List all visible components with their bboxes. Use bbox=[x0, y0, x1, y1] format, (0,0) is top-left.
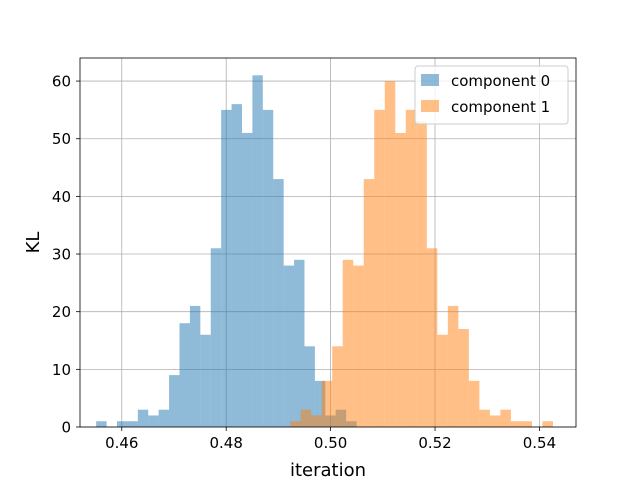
histogram-bars bbox=[96, 75, 553, 427]
legend-swatch-component-1 bbox=[421, 100, 439, 112]
histogram-bar bbox=[342, 259, 354, 427]
series-0-bars bbox=[96, 75, 357, 427]
x-tick-label: 0.52 bbox=[418, 434, 451, 452]
histogram-bar bbox=[489, 415, 501, 427]
histogram-bar bbox=[500, 409, 511, 427]
histogram-bar bbox=[189, 305, 201, 427]
y-tick-label: 30 bbox=[52, 246, 71, 264]
histogram-bar bbox=[542, 421, 553, 427]
x-axis-label: iteration bbox=[290, 460, 366, 480]
histogram-bar bbox=[374, 109, 385, 427]
legend-box bbox=[414, 65, 569, 125]
histogram-bar bbox=[395, 132, 406, 427]
histogram-bar bbox=[300, 409, 312, 427]
histogram-bar bbox=[290, 421, 301, 427]
histogram-bar bbox=[437, 334, 448, 427]
legend-swatch-component-0 bbox=[421, 74, 439, 86]
histogram-bar bbox=[416, 121, 427, 427]
y-tick-label: 60 bbox=[52, 73, 71, 91]
histogram-bar bbox=[221, 109, 232, 427]
y-axis-label: KL bbox=[23, 232, 44, 254]
histogram-bar bbox=[405, 109, 417, 427]
histogram-bar bbox=[200, 334, 211, 427]
histogram-bar bbox=[283, 265, 295, 427]
x-tick-label: 0.46 bbox=[105, 434, 138, 452]
histogram-bar bbox=[353, 265, 364, 427]
y-tick-label: 0 bbox=[61, 419, 71, 437]
series-1-bars bbox=[290, 81, 553, 427]
histogram-bar bbox=[148, 415, 159, 427]
y-axis-ticks: 0 10 20 30 40 50 60 bbox=[52, 73, 80, 437]
histogram-bar bbox=[169, 375, 180, 427]
histogram-bar bbox=[137, 409, 149, 427]
histogram-bar bbox=[384, 81, 396, 427]
x-axis-ticks: 0.46 0.48 0.50 0.52 0.54 bbox=[105, 427, 556, 452]
histogram-bar bbox=[521, 421, 532, 427]
histogram-bar bbox=[262, 109, 274, 427]
plot-frame bbox=[79, 57, 577, 428]
y-tick-label: 20 bbox=[52, 303, 71, 321]
y-tick-label: 40 bbox=[52, 188, 71, 206]
histogram-bar bbox=[96, 421, 107, 427]
histogram-bar bbox=[468, 380, 480, 427]
y-tick-label: 10 bbox=[52, 361, 71, 379]
histogram-bar bbox=[117, 421, 128, 427]
histogram-bar bbox=[179, 323, 190, 427]
histogram-bar bbox=[252, 75, 263, 427]
histogram-bar bbox=[311, 415, 322, 427]
histogram-bar bbox=[304, 346, 315, 427]
x-tick-label: 0.48 bbox=[209, 434, 242, 452]
histogram-bar bbox=[510, 421, 522, 427]
histogram-bar bbox=[231, 104, 242, 427]
x-tick-label: 0.50 bbox=[314, 434, 347, 452]
histogram-bar bbox=[241, 132, 253, 427]
histogram-bar bbox=[426, 248, 438, 427]
histogram-bar bbox=[321, 380, 333, 427]
x-tick-label: 0.54 bbox=[523, 434, 556, 452]
histogram-bar bbox=[363, 179, 375, 427]
histogram-bar bbox=[447, 305, 459, 427]
histogram-bar bbox=[127, 421, 138, 427]
histogram-bar bbox=[314, 380, 326, 427]
histogram-bar bbox=[294, 259, 305, 427]
legend-label-component-0: component 0 bbox=[451, 72, 550, 90]
histogram-bar bbox=[158, 409, 170, 427]
legend-label-component-1: component 1 bbox=[451, 98, 550, 116]
histogram-bar bbox=[210, 248, 222, 427]
histogram-bar bbox=[479, 409, 490, 427]
histogram-bar bbox=[332, 346, 343, 427]
histogram-bar bbox=[273, 179, 284, 427]
y-tick-label: 50 bbox=[52, 130, 71, 148]
legend: component 0 component 1 bbox=[414, 65, 569, 125]
histogram-bar bbox=[458, 328, 469, 427]
